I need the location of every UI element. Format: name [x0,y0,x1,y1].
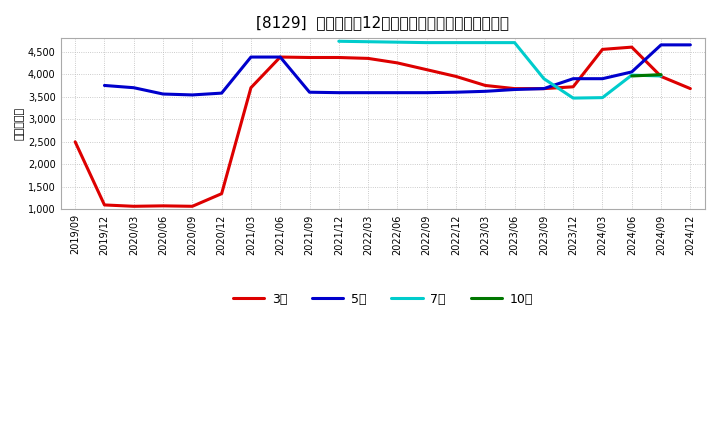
5年 [158,92,167,97]
3年 [451,74,460,79]
7年 [569,95,577,101]
5年 [539,86,548,91]
3年 [217,191,226,196]
3年 [247,85,256,90]
10年 [657,72,665,77]
5年 [130,85,138,90]
7年 [657,73,665,79]
7年 [335,39,343,44]
3年 [423,67,431,72]
7年 [364,39,372,44]
Line: 10年: 10年 [631,75,661,76]
7年 [393,40,402,45]
3年 [481,83,490,88]
7年 [451,40,460,45]
3年 [598,47,607,52]
5年 [657,42,665,48]
5年 [423,90,431,95]
5年 [451,90,460,95]
7年 [423,40,431,45]
3年 [364,56,372,61]
5年 [188,92,197,98]
3年 [627,44,636,50]
7年 [481,40,490,45]
3年 [71,139,79,144]
7年 [510,40,519,45]
5年 [247,55,256,60]
5年 [569,76,577,81]
5年 [627,69,636,74]
3年 [276,55,284,60]
5年 [217,91,226,96]
3年 [510,86,519,91]
5年 [305,90,314,95]
3年 [569,84,577,89]
3年 [158,203,167,209]
7年 [598,95,607,100]
7年 [539,76,548,81]
5年 [481,89,490,94]
5年 [393,90,402,95]
3年 [305,55,314,60]
Line: 7年: 7年 [339,41,661,98]
Legend: 3年, 5年, 7年, 10年: 3年, 5年, 7年, 10年 [228,288,538,311]
3年 [100,202,109,208]
Title: [8129]  当期純利益12か月移動合計の標準偏差の推移: [8129] 当期純利益12か月移動合計の標準偏差の推移 [256,15,509,30]
5年 [510,87,519,92]
3年 [393,60,402,66]
3年 [657,74,665,79]
5年 [335,90,343,95]
3年 [335,55,343,60]
5年 [686,42,695,48]
5年 [364,90,372,95]
Line: 5年: 5年 [104,45,690,95]
Line: 3年: 3年 [75,47,690,206]
5年 [598,76,607,81]
Y-axis label: （百万円）: （百万円） [15,107,25,140]
3年 [188,204,197,209]
3年 [686,86,695,91]
7年 [627,73,636,78]
5年 [276,55,284,60]
10年 [627,73,636,79]
3年 [539,86,548,91]
3年 [130,204,138,209]
5年 [100,83,109,88]
